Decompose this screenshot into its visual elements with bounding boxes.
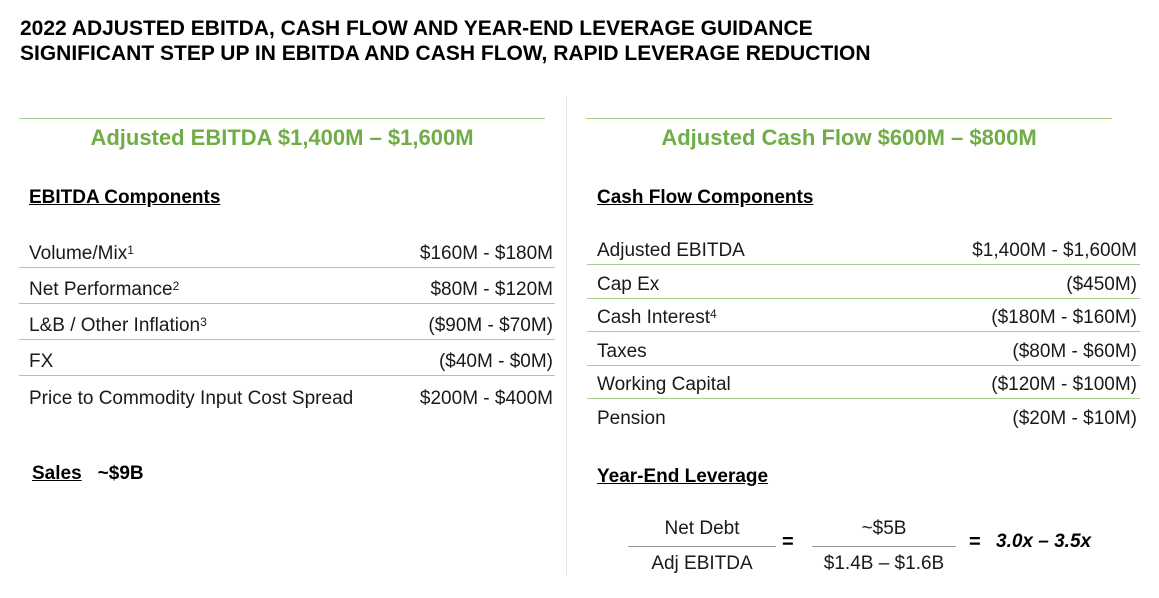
row-value: ($40M - $0M) — [438, 351, 553, 372]
title-line-2: SIGNIFICANT STEP UP IN EBITDA AND CASH F… — [20, 42, 871, 65]
sales-summary: Sales ~$9B — [32, 463, 144, 485]
row-label: Working Capital — [597, 373, 731, 395]
footnote-marker: 4 — [710, 307, 717, 322]
table-row: Pension ($20M - $10M) — [587, 399, 1140, 432]
net-debt-value: ~$5B — [861, 518, 907, 539]
row-label: FX — [29, 351, 54, 372]
row-label: Price to Commodity Input Cost Spread — [29, 388, 354, 409]
equals-sign: = — [969, 531, 981, 553]
right-heading-rule — [586, 118, 1112, 119]
footnote-marker: 3 — [200, 315, 207, 329]
row-value: $80M - $120M — [430, 279, 553, 300]
leverage-result: 3.0x – 3.5x — [996, 531, 1092, 552]
row-label: Cap Ex — [597, 273, 660, 295]
table-row: Adjusted EBITDA $1,400M - $1,600M — [587, 232, 1140, 266]
left-heading-rule — [19, 118, 545, 119]
net-debt-label: Net Debt — [664, 518, 740, 539]
table-row: Cap Ex ($450M) — [587, 265, 1140, 299]
footnote-marker: 2 — [172, 279, 180, 293]
row-label: Cash Interest4 — [597, 307, 717, 329]
row-label: Adjusted EBITDA — [597, 240, 745, 262]
row-label: Volume/Mix1 — [29, 243, 134, 264]
table-row: FX ($40M - $0M) — [19, 340, 555, 376]
leverage-ratio-fraction: Net Debt Adj EBITDA — [628, 518, 776, 575]
cash-flow-heading: Adjusted Cash Flow $600M – $800M — [661, 125, 1037, 150]
ebitda-heading: Adjusted EBITDA $1,400M – $1,600M — [90, 125, 474, 150]
table-row: Net Performance2 $80M - $120M — [19, 268, 555, 304]
leverage-values-fraction: ~$5B $1.4B – $1.6B — [812, 518, 956, 575]
page-title: 2022 ADJUSTED EBITDA, CASH FLOW AND YEAR… — [20, 16, 871, 66]
row-value: ($90M - $70M) — [428, 315, 553, 336]
ebitda-components-label: EBITDA Components — [29, 187, 221, 208]
row-label: Pension — [597, 408, 666, 430]
year-end-leverage-label: Year-End Leverage — [597, 466, 769, 487]
cash-flow-components-table: Adjusted EBITDA $1,400M - $1,600M Cap Ex… — [587, 232, 1140, 432]
column-divider — [566, 96, 567, 576]
sales-value: ~$9B — [97, 463, 144, 484]
table-row: Price to Commodity Input Cost Spread $20… — [19, 376, 555, 412]
row-value: ($20M - $10M) — [1012, 408, 1137, 430]
table-row: Working Capital ($120M - $100M) — [587, 366, 1140, 399]
row-value: ($450M) — [1066, 273, 1137, 295]
row-label: Taxes — [597, 340, 647, 362]
adj-ebitda-label: Adj EBITDA — [651, 553, 753, 574]
footnote-marker: 1 — [127, 243, 134, 257]
row-value: ($80M - $60M) — [1012, 340, 1137, 362]
row-label: L&B / Other Inflation3 — [29, 315, 207, 336]
adj-ebitda-value: $1.4B – $1.6B — [823, 553, 945, 574]
table-row: Cash Interest4 ($180M - $160M) — [587, 299, 1140, 333]
row-value: $200M - $400M — [419, 388, 553, 409]
row-value: $160M - $180M — [419, 243, 553, 264]
ebitda-components-table: Volume/Mix1 $160M - $180M Net Performanc… — [19, 232, 555, 412]
table-row: L&B / Other Inflation3 ($90M - $70M) — [19, 304, 555, 340]
row-value: ($180M - $160M) — [991, 307, 1137, 329]
table-row: Volume/Mix1 $160M - $180M — [19, 232, 555, 268]
sales-label: Sales — [32, 463, 82, 484]
fraction-bar — [628, 546, 776, 547]
cash-flow-components-label: Cash Flow Components — [597, 187, 814, 208]
equals-sign: = — [782, 531, 794, 553]
fraction-bar — [812, 546, 956, 547]
row-label: Net Performance2 — [29, 279, 180, 300]
row-value: ($120M - $100M) — [991, 373, 1137, 395]
title-line-1: 2022 ADJUSTED EBITDA, CASH FLOW AND YEAR… — [20, 17, 813, 40]
table-row: Taxes ($80M - $60M) — [587, 332, 1140, 366]
row-value: $1,400M - $1,600M — [972, 240, 1137, 262]
